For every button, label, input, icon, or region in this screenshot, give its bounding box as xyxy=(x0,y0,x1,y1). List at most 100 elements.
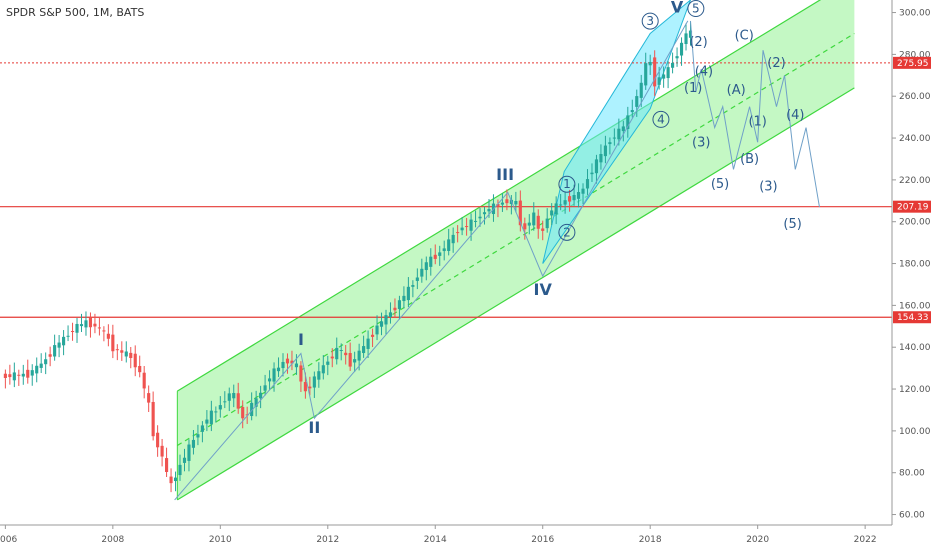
candle-body xyxy=(173,477,178,482)
candle-body xyxy=(66,335,70,337)
candle-body xyxy=(308,386,312,389)
candle-body xyxy=(317,371,321,380)
y-tick-label: 200.00 xyxy=(899,218,931,228)
candle-body xyxy=(626,115,630,130)
x-tick-label: 2022 xyxy=(854,535,877,545)
y-axis-panel xyxy=(892,0,932,550)
candle-body xyxy=(303,382,307,392)
candle-body xyxy=(44,359,48,365)
wave-label-7: 3 xyxy=(646,14,654,28)
candle-body xyxy=(330,356,334,359)
candle-body xyxy=(151,401,155,437)
candle-body xyxy=(250,402,254,417)
candle-body xyxy=(684,33,688,45)
candle-body xyxy=(581,188,585,194)
candle-body xyxy=(88,317,93,328)
candle-body xyxy=(26,369,30,378)
candle-body xyxy=(612,137,616,139)
candle-body xyxy=(473,220,478,222)
candle-body xyxy=(523,223,527,230)
candle-body xyxy=(487,209,491,212)
candle-body xyxy=(236,393,240,409)
candle-body xyxy=(214,411,218,413)
wave-label-11: (4) xyxy=(695,64,713,79)
candle-body xyxy=(165,458,169,473)
candle-body xyxy=(272,368,276,382)
candle-body xyxy=(379,321,384,327)
candle-body xyxy=(639,82,643,98)
candle-body xyxy=(129,352,133,359)
candle-body xyxy=(209,410,213,425)
candle-body xyxy=(111,334,115,352)
wave-label-21: (3) xyxy=(759,179,777,194)
candle-body xyxy=(205,419,209,424)
y-tick-label: 80.00 xyxy=(899,469,925,479)
x-tick-label: 2012 xyxy=(316,535,339,545)
candle-body xyxy=(124,351,128,357)
candle-body xyxy=(75,323,79,333)
price-badge-1 xyxy=(893,200,931,213)
candle-body xyxy=(335,347,339,360)
candle-body xyxy=(160,445,164,457)
candle-body xyxy=(57,342,61,348)
candle-body xyxy=(370,334,375,337)
candle-body xyxy=(227,393,231,401)
candle-body xyxy=(648,61,652,66)
candle-body xyxy=(603,145,607,157)
y-tick-label: 240.00 xyxy=(899,134,931,144)
y-tick-label: 160.00 xyxy=(899,301,931,311)
candle-body xyxy=(644,63,648,86)
candle-body xyxy=(133,353,137,368)
candle-body xyxy=(599,153,603,163)
wave-label-14: (5) xyxy=(711,177,729,192)
candle-body xyxy=(276,367,281,372)
candle-body xyxy=(635,96,639,107)
candle-body xyxy=(554,203,558,215)
candle-body xyxy=(21,373,25,377)
candle-body xyxy=(200,425,204,432)
candle-body xyxy=(429,256,433,267)
y-tick-label: 220.00 xyxy=(899,176,931,186)
candle-body xyxy=(621,126,625,132)
price-badge-label-2: 154.33 xyxy=(897,313,929,323)
wave-line-projection-1 xyxy=(689,20,734,170)
candle-body xyxy=(451,234,455,244)
candle-body xyxy=(572,195,576,201)
candle-body xyxy=(299,365,303,382)
wave-label-20: (4) xyxy=(786,108,804,123)
candle-body xyxy=(541,228,545,231)
candle-body xyxy=(3,373,7,378)
candle-body xyxy=(442,248,446,252)
candle-body xyxy=(357,350,361,361)
candle-body xyxy=(675,56,679,59)
candle-body xyxy=(438,252,442,256)
candle-body xyxy=(406,286,410,301)
green-channel-fill xyxy=(177,0,855,500)
wave-label-19: (1) xyxy=(748,114,766,129)
candle-body xyxy=(496,203,500,207)
candle-body xyxy=(106,333,110,339)
chart-title: SPDR S&P 500, 1M, BATS xyxy=(6,6,145,19)
price-badge-0 xyxy=(893,56,931,69)
x-tick-label: 2018 xyxy=(639,535,662,545)
x-tick-label: 2016 xyxy=(531,535,554,545)
candle-body xyxy=(563,200,567,205)
candle-body xyxy=(344,352,348,356)
wave-label-12: (1) xyxy=(684,81,702,96)
green-channel-upper-line xyxy=(177,0,822,392)
wave-label-15: (A) xyxy=(727,83,746,98)
candle-body xyxy=(532,212,536,226)
x-tick-label: 2014 xyxy=(424,535,447,545)
candle-body xyxy=(653,57,657,87)
candle-body xyxy=(465,226,469,228)
candle-body xyxy=(424,262,428,271)
candle-body xyxy=(688,30,693,38)
x-tick-label: 2010 xyxy=(209,535,232,545)
candle-body xyxy=(182,457,187,463)
candle-body xyxy=(666,67,670,79)
candle-body xyxy=(169,476,173,484)
candle-body xyxy=(102,330,106,332)
candle-body xyxy=(375,325,379,335)
candle-body xyxy=(115,349,119,351)
